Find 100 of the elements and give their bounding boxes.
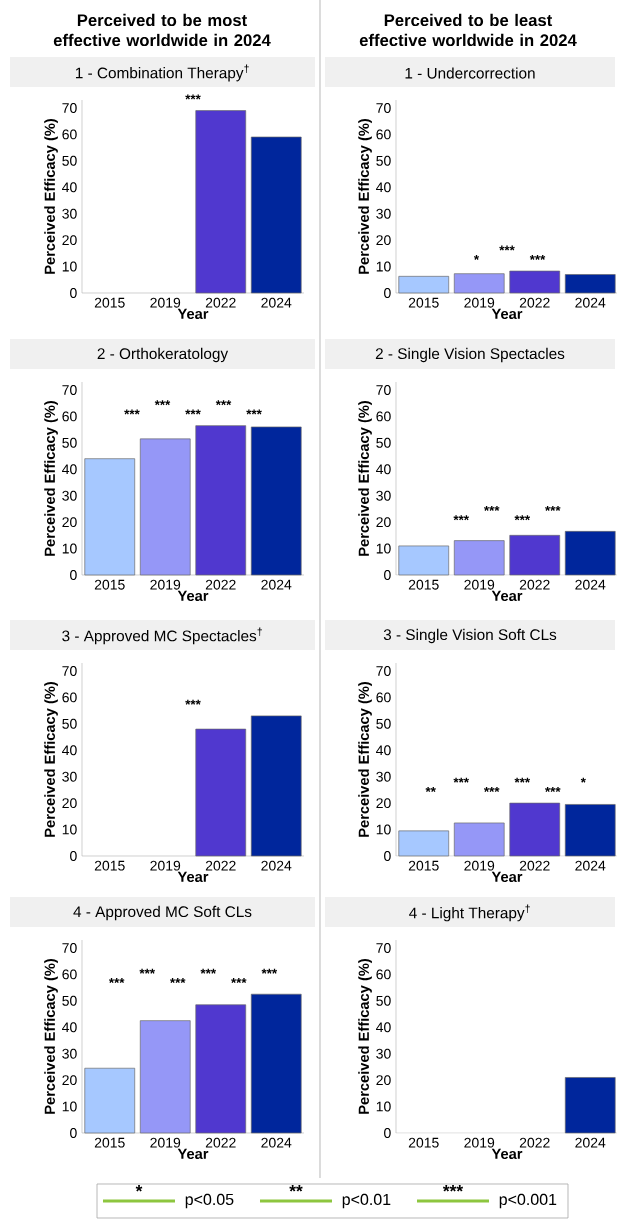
y-tick-label: 40 [376,745,391,756]
annotation: *** [200,968,217,974]
y-tick-label: 0 [70,1128,77,1138]
annotation: *** [139,968,155,974]
x-tick-label: 2015 [94,579,125,590]
y-tick-label: 50 [62,437,77,448]
x-axis-title: Year [491,590,523,602]
annotation: *** [545,505,561,511]
y-tick-label: 70 [376,384,391,395]
annotation: ** [425,787,436,792]
y-tick-label: 50 [62,718,77,729]
y-axis-title: Perceived Efficacy (%) [358,119,372,274]
annotation: *** [185,409,201,415]
chart-title: 2 - Single Vision Spectacles [375,347,565,363]
y-tick-label: 40 [62,1022,77,1033]
y-tick-label: 20 [62,798,77,809]
y-axis-title: Perceived Efficacy (%) [44,681,58,837]
annotation: *** [261,968,278,974]
x-tick-label: 2022 [205,297,236,308]
y-tick-label: 60 [376,692,391,703]
y-tick-label: 60 [62,692,77,703]
annotation: *** [246,409,262,415]
x-axis-title: Year [177,1148,209,1159]
x-tick-label: 2019 [464,1137,495,1148]
y-tick-label: 50 [376,437,391,448]
x-tick-label: 2022 [519,297,550,308]
y-tick-label: 40 [62,464,77,475]
y-tick-label: 20 [376,798,391,809]
y-tick-label: 20 [62,1075,77,1086]
bar [139,1020,191,1134]
text: p<0.01 [342,1193,391,1209]
text: *** [442,1185,464,1192]
text: *** [185,94,201,100]
y-axis-title: Perceived Efficacy (%) [44,400,58,556]
y-tick-label: 30 [376,208,391,219]
y-tick-label: 70 [376,942,391,953]
y-tick-label: 30 [62,771,77,782]
x-tick-label: 2015 [94,1137,125,1148]
y-tick-label: 40 [376,1022,391,1033]
x-tick-label: 2019 [150,1137,181,1148]
x-tick-label: 2022 [205,860,236,871]
x-axis-title: Year [491,871,523,882]
bar [564,804,616,857]
x-tick-label: 2015 [408,297,439,308]
annotation: * [473,254,480,260]
y-tick-label: 0 [384,288,391,298]
text: Perceived to be least effective worldwide in 2024 [359,13,577,47]
bar [195,425,247,576]
y-tick-label: 30 [62,490,77,501]
x-tick-label: 2024 [261,297,292,308]
bar [398,830,450,857]
y-tick-label: 10 [62,261,77,272]
x-tick-label: 2015 [408,1137,439,1148]
y-tick-label: 40 [62,745,77,756]
y-tick-label: 30 [376,490,391,501]
bar [250,993,302,1134]
y-tick-label: 30 [62,1048,77,1059]
annotation: *** [514,777,531,783]
annotation: *** [108,978,125,984]
bar [84,1067,136,1134]
x-tick-label: 2024 [575,297,606,308]
y-tick-label: 50 [62,155,77,166]
chart-title: 4 - Light Therapy$^{†}$ [409,904,530,922]
y-tick-label: 10 [62,1101,77,1112]
y-tick-label: 50 [376,718,391,729]
y-tick-label: 40 [376,464,391,475]
y-tick-label: 0 [384,570,391,580]
y-tick-label: 20 [62,235,77,246]
x-tick-label: 2019 [150,579,181,590]
x-tick-label: 2015 [408,579,439,590]
bar [250,426,302,576]
y-tick-label: 50 [376,155,391,166]
y-tick-label: 30 [376,1048,391,1059]
bar [84,458,136,576]
y-tick-label: 0 [384,1128,391,1138]
annotation: *** [529,254,546,260]
x-tick-label: 2024 [261,860,292,871]
y-tick-label: 30 [376,771,391,782]
y-tick-label: 70 [62,942,77,953]
bar [453,822,505,857]
y-tick-label: 30 [62,208,77,219]
x-tick-label: 2024 [261,579,292,590]
y-axis-title: Perceived Efficacy (%) [44,958,58,1114]
y-axis-title: Perceived Efficacy (%) [358,958,372,1114]
y-tick-label: 20 [62,517,77,528]
y-tick-label: 60 [376,411,391,422]
x-tick-label: 2015 [94,860,125,871]
text: * [135,1185,143,1192]
annotation: *** [499,245,515,251]
annotation: *** [453,777,469,783]
x-axis-title: Year [177,871,209,882]
y-tick-label: 50 [62,995,77,1006]
bar [195,1004,247,1134]
y-tick-label: 70 [62,384,77,395]
chart-title: 4 - Approved MC Soft CLs [73,905,252,921]
annotation: *** [545,787,561,792]
annotation: *** [453,515,469,521]
x-tick-label: 2022 [519,860,550,871]
y-tick-label: 10 [62,543,77,554]
x-axis-title: Year [177,308,209,320]
